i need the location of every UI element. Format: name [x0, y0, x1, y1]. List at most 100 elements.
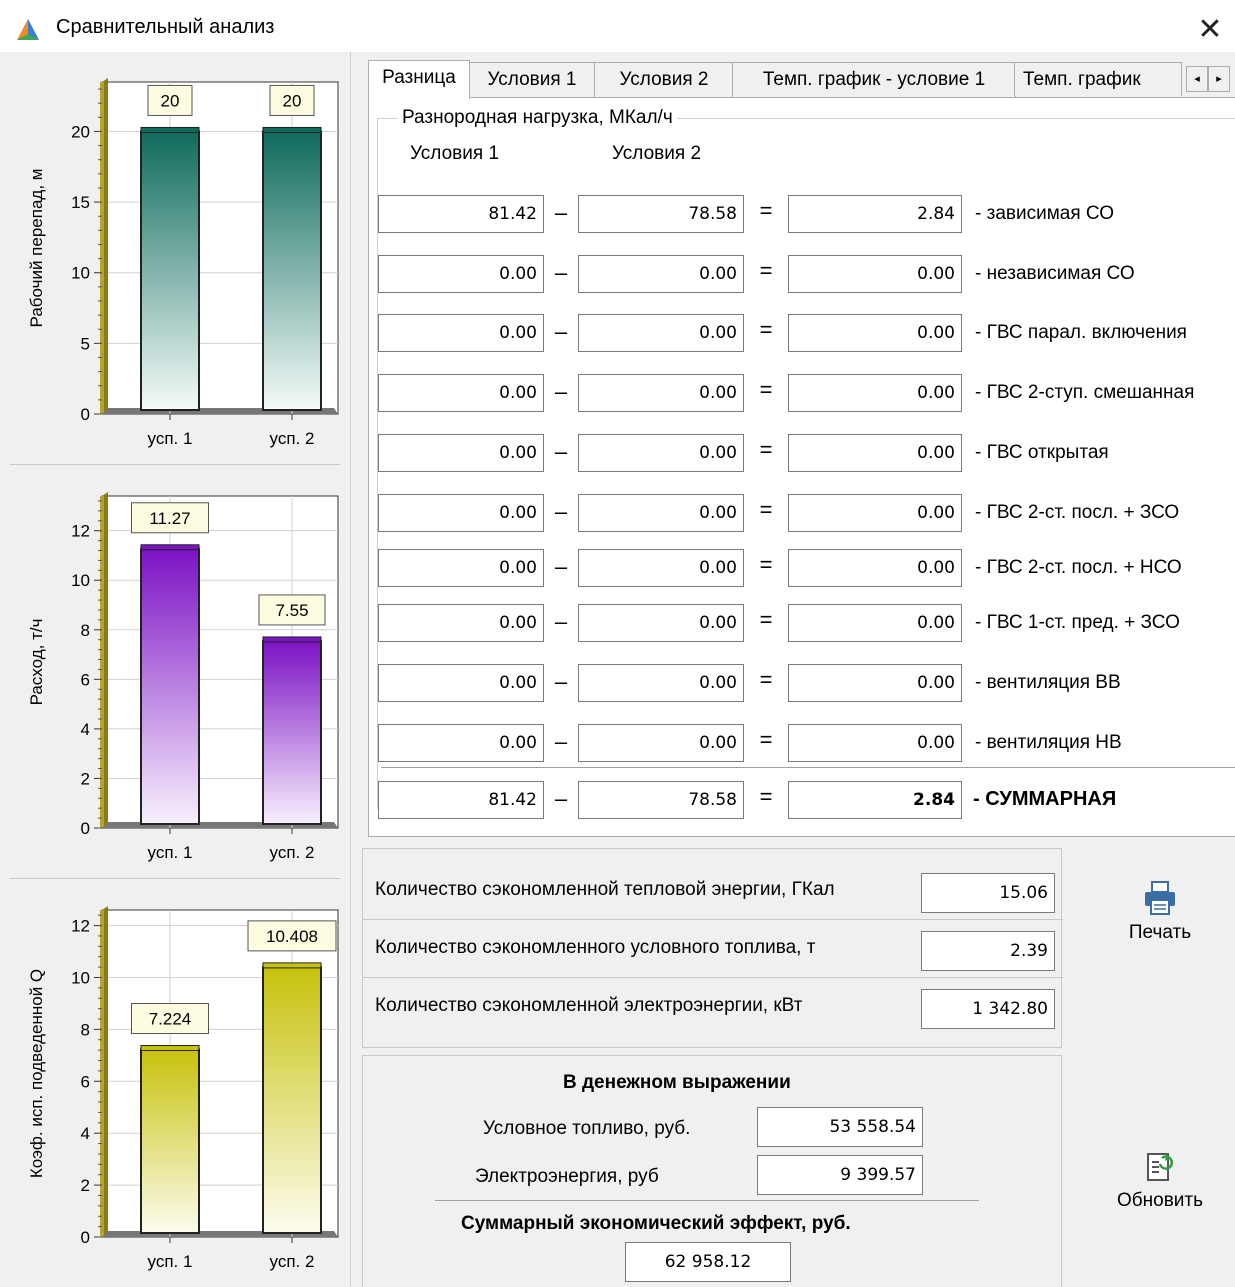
chart-value-label: 7.224: [149, 1010, 192, 1029]
chart-value-label-box: [269, 84, 315, 116]
load-type-label: - независимая СО: [975, 263, 1135, 284]
money-title: В денежном выражении: [563, 1072, 791, 1093]
conditions-2-field[interactable]: 0.00: [578, 494, 744, 532]
total-conditions-1-field[interactable]: 81.42: [378, 781, 544, 819]
chart-value-label-box: [131, 502, 209, 534]
difference-field[interactable]: 2.84: [788, 195, 962, 233]
difference-field[interactable]: 0.00: [788, 255, 962, 293]
chart-bar: [140, 1048, 200, 1234]
conditions-2-field[interactable]: 78.58: [578, 195, 744, 233]
chart-flow-rate-svg: 0 2 4 6 8 10 12 Расход, т/ч 11.27 усп. 1 7.55 усп. …: [27, 492, 339, 862]
conditions-2-field[interactable]: 0.00: [578, 664, 744, 702]
difference-field[interactable]: 0.00: [788, 314, 962, 352]
chart-category-label: усп. 1: [148, 843, 193, 862]
tab-temp-graph-1[interactable]: Темп. график - условие 1: [732, 62, 1016, 97]
money-fuel-label: Условное топливо, руб.: [483, 1118, 691, 1139]
difference-field[interactable]: 0.00: [788, 549, 962, 587]
tab-difference[interactable]: Разница: [368, 60, 470, 99]
chart-bar-top: [262, 962, 322, 969]
tab-conditions-1[interactable]: Условия 1: [468, 62, 596, 97]
tab-conditions-2[interactable]: Условия 2: [594, 62, 734, 97]
conditions-1-field[interactable]: 0.00: [378, 604, 544, 642]
difference-field[interactable]: 0.00: [788, 434, 962, 472]
conditions-1-field[interactable]: 0.00: [378, 664, 544, 702]
conditions-1-field[interactable]: 0.00: [378, 374, 544, 412]
electricity-savings-field[interactable]: 1 342.80: [921, 989, 1055, 1029]
tab-scroll-left-button[interactable]: ◂: [1186, 66, 1208, 92]
equals-sign: =: [759, 607, 773, 632]
conditions-1-field[interactable]: 0.00: [378, 494, 544, 532]
conditions-1-field[interactable]: 0.00: [378, 724, 544, 762]
fuel-savings-field[interactable]: 2.39: [921, 931, 1055, 971]
difference-field[interactable]: 0.00: [788, 604, 962, 642]
conditions-2-field[interactable]: 0.00: [578, 604, 744, 642]
conditions-2-field[interactable]: 0.00: [578, 374, 744, 412]
conditions-2-field[interactable]: 0.00: [578, 434, 744, 472]
chart-axis-bar: [100, 82, 104, 414]
chart-tick-label: 10: [71, 968, 90, 987]
charts-panel: 0 5 10 15 20 Рабочий перепад, м 20 усп. 1 20 усп.…: [0, 52, 351, 1287]
chart-tick-label: 15: [71, 193, 90, 212]
minus-sign: –: [554, 669, 568, 694]
tab-strip: Разница Условия 1 Условия 2 Темп. график…: [368, 60, 1235, 99]
chart-tick-label: 10: [71, 264, 90, 283]
conditions-1-field[interactable]: 81.42: [378, 195, 544, 233]
close-button[interactable]: ✕: [1197, 13, 1223, 46]
chart-value-label: 11.27: [149, 509, 190, 528]
conditions-1-field[interactable]: 0.00: [378, 314, 544, 352]
refresh-button[interactable]: Обновить: [1085, 1150, 1235, 1212]
difference-field[interactable]: 0.00: [788, 494, 962, 532]
money-fuel-field[interactable]: 53 558.54: [757, 1107, 923, 1147]
total-label: - СУММАРНАЯ: [973, 788, 1117, 810]
print-button[interactable]: Печать: [1085, 880, 1235, 944]
electricity-savings-label: Количество сэкономленной электроэнергии,…: [375, 995, 803, 1016]
chart-category-label: усп. 2: [270, 429, 315, 448]
money-electricity-field[interactable]: 9 399.57: [757, 1155, 923, 1195]
minus-sign: –: [554, 554, 568, 579]
app-triangle-icon: [17, 19, 39, 40]
minus-sign: –: [554, 729, 568, 754]
difference-field[interactable]: 0.00: [788, 724, 962, 762]
equals-sign: =: [759, 497, 773, 522]
total-conditions-2-field[interactable]: 78.58: [578, 781, 744, 819]
load-type-label: - ГВС парал. включения: [975, 322, 1187, 343]
tab-scroll-right-button[interactable]: ▸: [1208, 66, 1230, 92]
tab-control: Разница Условия 1 Условия 2 Темп. график…: [360, 60, 1235, 837]
money-total-field[interactable]: 62 958.12: [625, 1242, 791, 1282]
equals-sign: =: [759, 552, 773, 577]
chart-tick-label: 6: [81, 670, 90, 689]
conditions-2-field[interactable]: 0.00: [578, 255, 744, 293]
total-separator: [381, 767, 1235, 768]
conditions-2-field[interactable]: 0.00: [578, 724, 744, 762]
equals-sign: =: [759, 437, 773, 462]
heat-savings-label: Количество сэкономленной тепловой энерги…: [375, 879, 835, 900]
printer-icon: [1145, 881, 1175, 915]
chart-category-label: усп. 2: [270, 843, 315, 862]
chart-y-axis-label: Рабочий перепад, м: [27, 169, 46, 328]
minus-sign: –: [554, 319, 568, 344]
conditions-1-field[interactable]: 0.00: [378, 255, 544, 293]
load-type-label: - ГВС 2-ст. посл. + ЗСО: [975, 502, 1180, 523]
heat-savings-field[interactable]: 15.06: [921, 873, 1055, 913]
conditions-2-field[interactable]: 0.00: [578, 549, 744, 587]
chart-category-label: усп. 1: [148, 1252, 193, 1271]
conditions-1-field[interactable]: 0.00: [378, 549, 544, 587]
tab-temp-graph-2[interactable]: Темп. график: [1014, 62, 1182, 96]
chart-bar: [262, 130, 322, 411]
chart-heat-usage: 0 2 4 6 8 10 12 Коэф. исп. подведенной Q 7.224 ус…: [10, 880, 340, 1287]
money-panel: В денежном выражении Условное топливо, р…: [362, 1055, 1062, 1287]
chart-value-label-box: [131, 1003, 209, 1035]
difference-field[interactable]: 0.00: [788, 374, 962, 412]
col-header-conditions-2: Условия 2: [612, 143, 702, 164]
conditions-1-field[interactable]: 0.00: [378, 434, 544, 472]
total-difference-field[interactable]: 2.84: [788, 781, 962, 819]
chart-bar-top: [140, 544, 200, 551]
refresh-button-label: Обновить: [1116, 1190, 1204, 1211]
chart-working-pressure: 0 5 10 15 20 Рабочий перепад, м 20 усп. 1 20 усп.…: [10, 52, 340, 465]
difference-field[interactable]: 0.00: [788, 664, 962, 702]
conditions-2-field[interactable]: 0.00: [578, 314, 744, 352]
money-total-label: Суммарный экономический эффект, руб.: [461, 1213, 851, 1234]
chart-y-axis-label: Расход, т/ч: [27, 619, 46, 706]
chart-tick-label: 0: [81, 819, 90, 838]
chart-tick-label: 12: [71, 522, 90, 541]
